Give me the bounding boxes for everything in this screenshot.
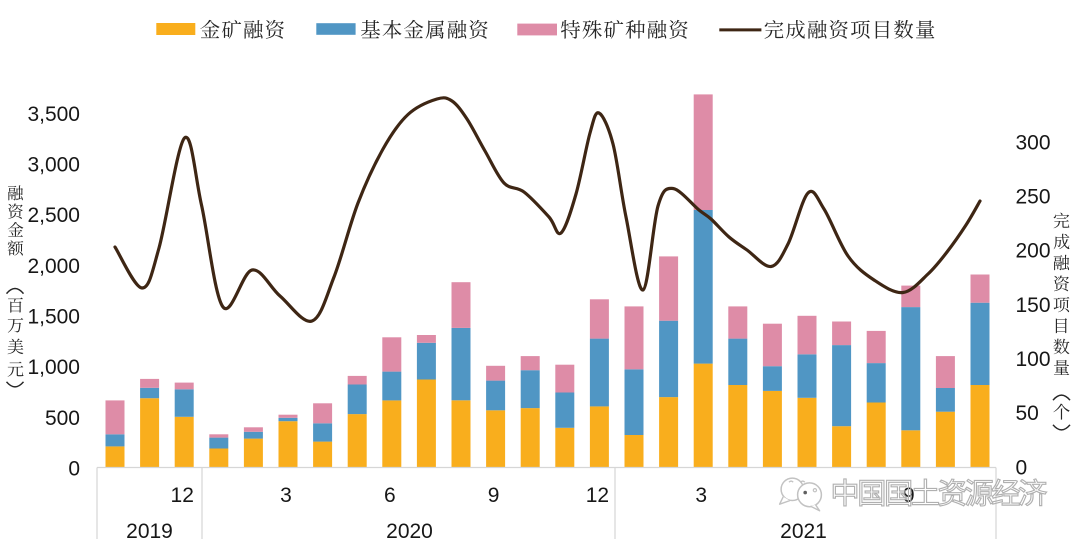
- svg-text:3,500: 3,500: [27, 103, 80, 126]
- svg-text:1,500: 1,500: [27, 306, 80, 329]
- svg-text:3,000: 3,000: [27, 154, 80, 177]
- svg-text:200: 200: [1016, 240, 1051, 263]
- svg-text:6: 6: [384, 484, 396, 507]
- svg-text:250: 250: [1016, 186, 1051, 209]
- svg-text:2021: 2021: [780, 520, 827, 539]
- svg-text:12: 12: [171, 484, 194, 507]
- svg-text:0: 0: [1016, 456, 1028, 479]
- svg-text:2,000: 2,000: [27, 255, 80, 278]
- svg-text:50: 50: [1016, 402, 1039, 425]
- svg-text:300: 300: [1016, 131, 1051, 154]
- svg-text:2020: 2020: [386, 520, 433, 539]
- svg-text:500: 500: [45, 407, 80, 430]
- svg-text:12: 12: [586, 484, 609, 507]
- svg-text:9: 9: [488, 484, 500, 507]
- svg-text:2,500: 2,500: [27, 204, 80, 227]
- svg-text:2019: 2019: [126, 520, 173, 539]
- svg-text:150: 150: [1016, 294, 1051, 317]
- svg-text:3: 3: [695, 484, 707, 507]
- svg-text:0: 0: [68, 457, 80, 480]
- svg-text:3: 3: [280, 484, 292, 507]
- svg-text:100: 100: [1016, 348, 1051, 371]
- svg-text:1,000: 1,000: [27, 356, 80, 379]
